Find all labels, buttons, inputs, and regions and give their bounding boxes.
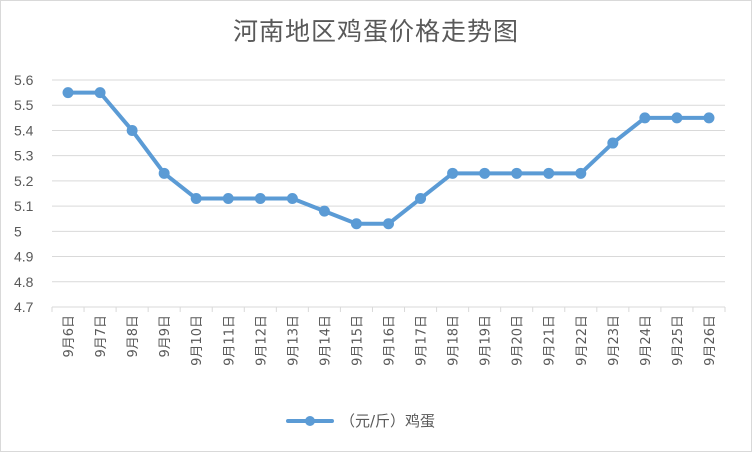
data-point — [447, 167, 459, 179]
y-tick-label: 5.6 — [14, 72, 34, 88]
data-point — [543, 167, 555, 179]
x-tick-label: 9月15日 — [350, 315, 365, 366]
legend-label: （元/斤）鸡蛋 — [340, 412, 435, 430]
x-tick-label: 9月17日 — [415, 315, 430, 366]
x-tick-label: 9月9日 — [158, 315, 173, 358]
data-point — [286, 193, 298, 205]
data-point — [575, 167, 587, 179]
data-point — [254, 193, 266, 205]
x-tick-label: 9月23日 — [607, 315, 622, 366]
data-point — [350, 218, 362, 230]
x-tick-label: 9月13日 — [286, 315, 301, 366]
x-tick-label: 9月19日 — [479, 315, 494, 366]
data-point — [607, 137, 619, 149]
data-point — [415, 193, 427, 205]
x-tick-label: 9月26日 — [703, 315, 718, 366]
data-point — [511, 167, 523, 179]
x-tick-label: 9月8日 — [126, 315, 141, 358]
x-tick-label: 9月11日 — [222, 315, 237, 366]
x-tick-label: 9月18日 — [447, 315, 462, 366]
x-tick-label: 9月16日 — [383, 315, 398, 366]
x-tick-label: 9月21日 — [543, 315, 558, 366]
x-tick-label: 9月20日 — [511, 315, 526, 366]
series-line — [66, 90, 711, 226]
x-tick-label: 9月24日 — [639, 315, 654, 366]
legend-marker — [305, 416, 315, 426]
y-tick-label: 5.4 — [14, 122, 34, 138]
data-point — [94, 87, 106, 99]
x-tick-label: 9月14日 — [318, 315, 333, 366]
y-tick-label: 4.8 — [14, 274, 34, 290]
data-point — [318, 205, 330, 217]
data-point — [190, 193, 202, 205]
x-tick-label: 9月6日 — [62, 315, 77, 358]
data-point — [383, 218, 394, 230]
chart-title: 河南地区鸡蛋价格走势图 — [232, 17, 519, 46]
x-tick-label: 9月22日 — [575, 315, 590, 366]
data-point — [479, 167, 491, 179]
y-tick-label: 4.9 — [14, 249, 34, 265]
data-point — [222, 193, 234, 205]
x-tick-label: 9月12日 — [254, 315, 269, 366]
data-point — [671, 112, 683, 124]
x-tick-label: 9月10日 — [190, 315, 205, 366]
data-point — [62, 87, 74, 99]
y-tick-label: 4.7 — [14, 299, 34, 315]
data-point — [639, 112, 651, 124]
y-tick-label: 5.5 — [14, 97, 34, 113]
data-point — [126, 124, 138, 136]
y-tick-label: 5.2 — [14, 173, 34, 189]
x-tick-label: 9月25日 — [671, 315, 686, 366]
data-point — [158, 167, 170, 179]
y-tick-label: 5.1 — [14, 198, 34, 214]
y-tick-label: 5.3 — [14, 148, 34, 164]
y-tick-label: 5 — [14, 223, 22, 239]
data-point — [703, 112, 715, 124]
x-tick-label: 9月7日 — [94, 315, 109, 358]
